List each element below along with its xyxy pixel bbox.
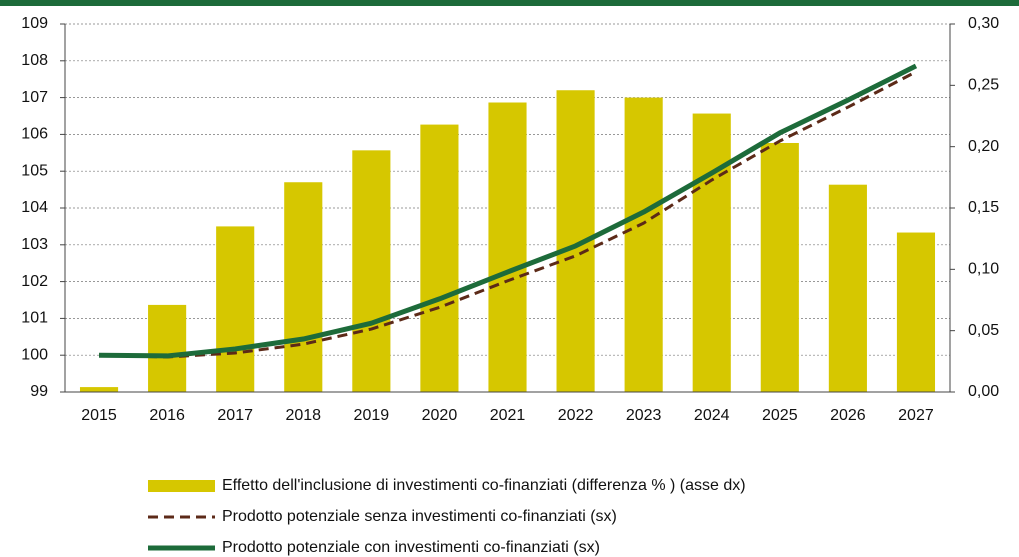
y-tick-label: 99 xyxy=(30,383,48,400)
x-tick-label: 2020 xyxy=(422,407,458,424)
x-tick-label: 2023 xyxy=(626,407,662,424)
bar xyxy=(352,150,391,392)
bar xyxy=(488,102,527,393)
y-tick-label: 108 xyxy=(21,52,48,69)
x-tick-label: 2017 xyxy=(217,407,253,424)
x-tick-label: 2015 xyxy=(81,407,117,424)
line xyxy=(99,63,918,359)
y-tick-label: 104 xyxy=(21,199,48,216)
y2-tick-label: 0,20 xyxy=(968,138,999,155)
x-tick-label: 2019 xyxy=(354,407,390,424)
bar xyxy=(896,232,936,392)
line xyxy=(98,70,917,359)
x-tick-label: 2025 xyxy=(762,407,798,424)
x-tick-label: 2024 xyxy=(694,407,730,424)
y2-tick-label: 0,05 xyxy=(968,322,999,339)
x-tick-label: 2022 xyxy=(558,407,594,424)
y-tick-label: 106 xyxy=(21,126,48,143)
top-band xyxy=(0,0,1019,6)
y-tick-label: 105 xyxy=(21,162,48,179)
legend-label: Effetto dell'inclusione di investimenti … xyxy=(222,477,746,494)
bar xyxy=(692,113,731,393)
legend-swatch xyxy=(148,480,215,492)
y2-tick-label: 0,00 xyxy=(968,383,999,400)
bar xyxy=(624,97,663,392)
y-tick-label: 109 xyxy=(21,15,48,32)
y2-tick-label: 0,10 xyxy=(968,261,999,278)
y2-tick-label: 0,15 xyxy=(968,199,999,216)
x-tick-label: 2021 xyxy=(490,407,526,424)
y2-tick-label: 0,30 xyxy=(968,15,999,32)
y-tick-label: 102 xyxy=(21,273,48,290)
bar xyxy=(216,226,255,392)
y-tick-label: 100 xyxy=(21,346,48,363)
x-tick-label: 2016 xyxy=(149,407,185,424)
bar xyxy=(760,142,799,392)
y-tick-label: 103 xyxy=(21,236,48,253)
legend-label: Prodotto potenziale con investimenti co-… xyxy=(222,539,600,556)
y-tick-label: 107 xyxy=(21,89,48,106)
y2-tick-label: 0,25 xyxy=(968,77,999,94)
y-tick-label: 101 xyxy=(21,310,48,327)
bar xyxy=(284,182,323,392)
bar xyxy=(828,184,867,392)
x-tick-label: 2026 xyxy=(830,407,866,424)
bar xyxy=(420,124,459,392)
bar xyxy=(148,304,187,392)
x-tick-label: 2018 xyxy=(285,407,321,424)
legend-label: Prodotto potenziale senza investimenti c… xyxy=(222,508,617,525)
bar xyxy=(79,387,119,392)
x-tick-label: 2027 xyxy=(898,407,934,424)
